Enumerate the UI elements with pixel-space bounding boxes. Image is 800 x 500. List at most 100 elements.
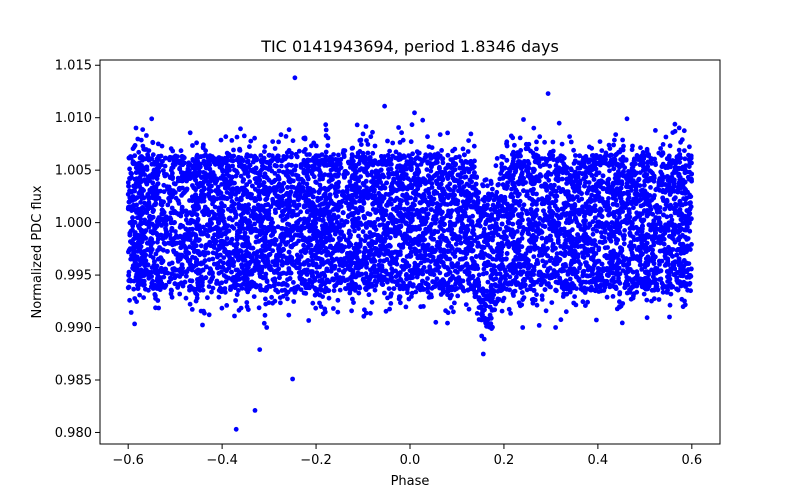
data-point [317, 176, 323, 182]
data-point [424, 269, 430, 274]
data-point [429, 207, 434, 212]
data-point [526, 265, 532, 270]
data-point [341, 233, 346, 239]
data-point [150, 255, 156, 261]
data-point [556, 185, 562, 191]
data-point [317, 182, 323, 188]
data-point [490, 186, 495, 192]
data-point [521, 202, 527, 208]
data-point [428, 168, 434, 174]
data-point [499, 161, 505, 167]
data-point [258, 153, 264, 158]
data-point [590, 227, 596, 232]
data-point [534, 207, 540, 213]
data-point [200, 287, 206, 293]
data-point [221, 255, 227, 260]
data-point [412, 246, 417, 252]
data-point [463, 251, 469, 257]
data-point [168, 287, 174, 293]
data-point [547, 205, 552, 211]
data-point [444, 213, 450, 219]
data-point [219, 182, 225, 187]
data-point [648, 244, 653, 250]
data-point [517, 198, 523, 204]
data-point [127, 166, 132, 172]
data-point [230, 163, 236, 169]
data-point [633, 161, 638, 167]
data-point [128, 256, 134, 262]
data-point [173, 229, 178, 234]
data-point [369, 169, 375, 175]
data-point [322, 172, 328, 178]
data-point [448, 214, 453, 220]
data-point [424, 167, 430, 173]
data-point [412, 260, 418, 266]
data-point [452, 192, 457, 198]
data-point [306, 262, 312, 268]
data-point [596, 245, 602, 251]
data-point [668, 213, 674, 219]
data-point [358, 237, 364, 243]
data-point [438, 181, 444, 187]
data-point [622, 228, 627, 233]
data-point [498, 171, 504, 176]
data-point [162, 163, 168, 169]
data-point [413, 196, 418, 201]
data-point [298, 287, 304, 292]
data-point [523, 180, 528, 185]
data-point [309, 247, 314, 253]
data-point [599, 234, 605, 240]
data-point [402, 206, 407, 212]
data-point [548, 284, 553, 290]
data-point [386, 286, 392, 291]
data-point [514, 274, 519, 280]
data-point [673, 201, 678, 207]
data-point [146, 224, 152, 230]
data-point [642, 178, 648, 184]
data-point [565, 272, 571, 277]
data-point [620, 254, 625, 259]
data-point [272, 171, 278, 176]
data-point [425, 276, 430, 281]
data-point [530, 281, 536, 287]
data-point [132, 153, 138, 159]
data-point [536, 197, 541, 202]
data-point [598, 230, 604, 236]
data-point [653, 222, 659, 228]
data-point [364, 264, 369, 270]
data-point [547, 163, 553, 169]
data-point [603, 157, 608, 162]
data-point [687, 280, 693, 286]
data-point [602, 245, 608, 251]
data-point [573, 153, 578, 158]
data-point [169, 271, 175, 277]
data-point [386, 174, 391, 180]
data-point [161, 274, 167, 280]
data-point [445, 152, 451, 158]
data-point [637, 183, 643, 189]
data-point [378, 167, 384, 173]
data-point [594, 170, 600, 176]
data-point [671, 236, 676, 242]
data-point [437, 285, 442, 291]
data-point [184, 178, 190, 184]
data-point [150, 152, 156, 158]
data-point [531, 254, 537, 259]
data-point [236, 288, 241, 293]
data-point [594, 228, 600, 234]
data-point [153, 251, 159, 257]
data-point [135, 248, 141, 254]
data-point [554, 251, 560, 256]
data-point [443, 272, 449, 278]
data-point [559, 212, 565, 218]
data-point [298, 209, 303, 215]
data-point [414, 274, 420, 280]
data-point [330, 276, 335, 282]
data-point [607, 168, 612, 174]
data-point [590, 231, 596, 237]
data-point [210, 256, 216, 262]
data-point [360, 229, 366, 235]
data-point [577, 265, 582, 271]
